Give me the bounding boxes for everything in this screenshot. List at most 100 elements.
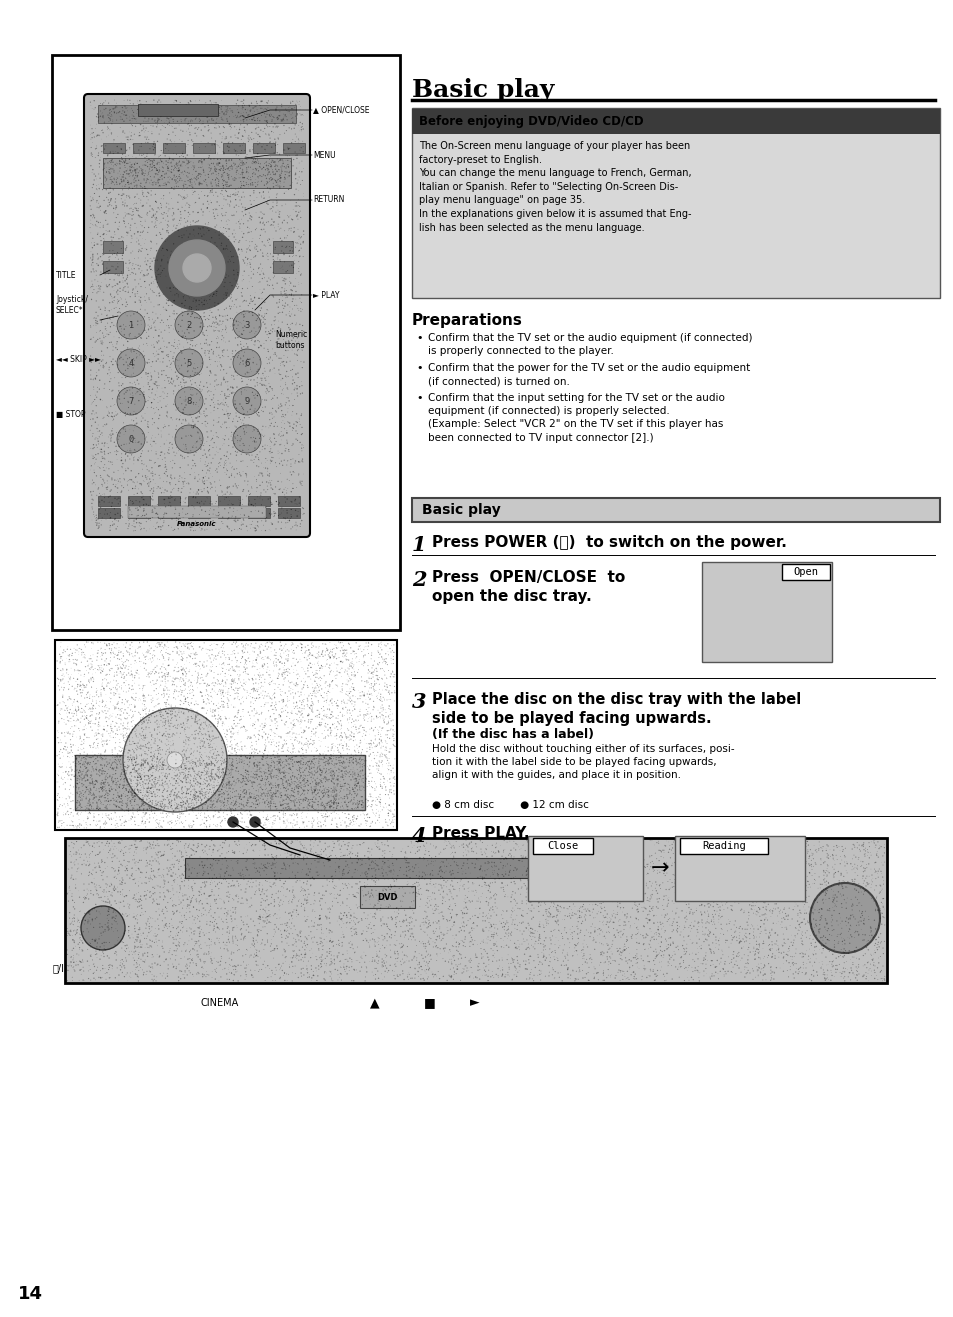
- Point: [728, 262, 743, 283]
- Point: [817, 108, 832, 129]
- Point: [830, 100, 845, 121]
- Point: [696, 249, 711, 270]
- Point: [168, 167, 183, 188]
- Point: [600, 951, 616, 972]
- Point: [553, 889, 568, 910]
- Point: [813, 283, 828, 304]
- Point: [609, 186, 624, 207]
- Point: [535, 217, 550, 238]
- Point: [609, 510, 624, 531]
- Point: [171, 161, 186, 182]
- Point: [894, 265, 909, 286]
- Point: [277, 487, 293, 508]
- Point: [372, 784, 387, 805]
- Point: [459, 108, 475, 129]
- Point: [850, 881, 865, 902]
- Point: [521, 284, 537, 306]
- Point: [516, 159, 531, 180]
- Point: [149, 928, 164, 950]
- Point: [574, 835, 589, 856]
- Point: [537, 873, 552, 894]
- Point: [238, 103, 253, 124]
- Point: [377, 745, 393, 766]
- Point: [471, 113, 486, 134]
- Point: [710, 635, 725, 656]
- Point: [815, 167, 830, 188]
- Point: [883, 120, 899, 141]
- Point: [205, 868, 220, 889]
- Point: [235, 353, 251, 374]
- Point: [688, 270, 703, 291]
- Point: [98, 769, 113, 790]
- Point: [678, 868, 693, 889]
- Point: [435, 141, 450, 162]
- Point: [852, 144, 867, 165]
- Point: [716, 572, 731, 593]
- Point: [594, 495, 609, 516]
- Point: [354, 751, 369, 772]
- Point: [716, 263, 731, 284]
- Point: [423, 254, 438, 275]
- Point: [637, 146, 652, 167]
- Point: [367, 681, 382, 702]
- Point: [703, 840, 719, 861]
- Point: [527, 165, 542, 186]
- Point: [544, 249, 559, 270]
- Point: [160, 103, 175, 124]
- Point: [691, 269, 706, 290]
- Point: [801, 874, 816, 896]
- Point: [548, 927, 563, 948]
- Point: [721, 261, 737, 282]
- Point: [538, 847, 554, 868]
- Point: [825, 211, 841, 232]
- Point: [626, 840, 641, 861]
- Point: [487, 283, 502, 304]
- Point: [566, 230, 581, 252]
- Point: [651, 279, 666, 300]
- Point: [768, 174, 783, 195]
- Point: [762, 868, 778, 889]
- Point: [681, 163, 697, 184]
- Point: [841, 262, 857, 283]
- Point: [294, 357, 310, 378]
- Point: [112, 436, 127, 457]
- Point: [807, 914, 822, 935]
- Point: [492, 266, 507, 287]
- Point: [138, 749, 153, 770]
- Point: [663, 99, 679, 120]
- Point: [100, 221, 115, 242]
- Point: [606, 286, 621, 307]
- Point: [237, 363, 253, 385]
- Point: [799, 171, 814, 192]
- Point: [235, 951, 251, 972]
- Point: [907, 274, 923, 295]
- Point: [734, 148, 749, 169]
- Point: [654, 191, 669, 212]
- Point: [124, 111, 139, 132]
- Point: [779, 179, 794, 200]
- Point: [260, 906, 275, 927]
- Point: [793, 252, 808, 273]
- Point: [166, 745, 181, 766]
- Point: [265, 319, 280, 340]
- Point: [680, 165, 696, 186]
- Point: [108, 815, 123, 836]
- Point: [584, 125, 599, 146]
- Point: [778, 843, 793, 864]
- Point: [235, 686, 251, 707]
- Point: [150, 835, 165, 856]
- Point: [737, 560, 752, 581]
- Point: [858, 255, 873, 277]
- Point: [192, 504, 207, 525]
- Point: [219, 282, 234, 303]
- Point: [385, 726, 400, 747]
- Point: [262, 429, 277, 450]
- Point: [712, 624, 727, 645]
- Point: [911, 220, 926, 241]
- Point: [271, 504, 286, 525]
- Point: [742, 876, 758, 897]
- Point: [436, 228, 451, 249]
- Point: [916, 506, 931, 527]
- Point: [674, 140, 689, 161]
- Point: [472, 275, 487, 296]
